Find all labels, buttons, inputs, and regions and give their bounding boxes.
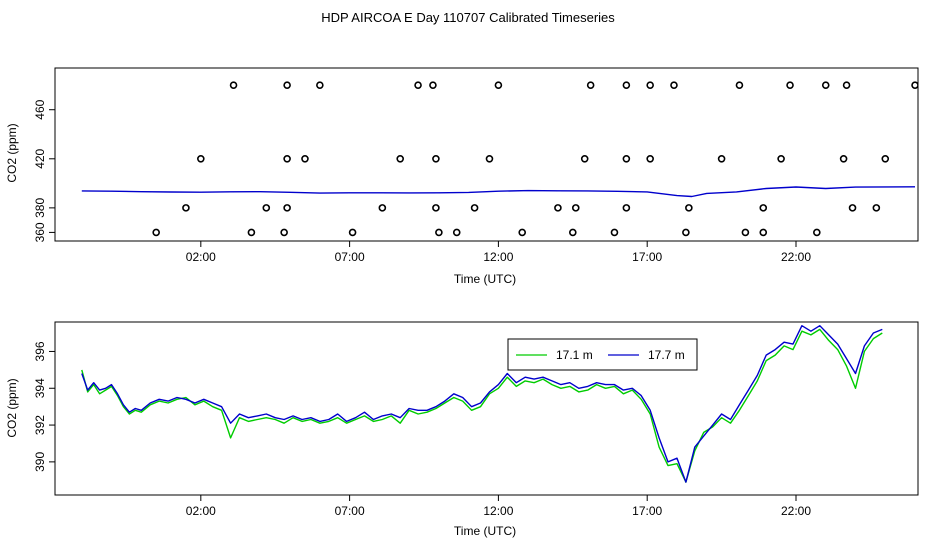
data-point [685, 204, 693, 212]
data-point [518, 228, 527, 237]
top-plot-frame [54, 67, 919, 242]
bottom-x-ticks: 02:00 07:00 12:00 17:00 22:00 [186, 495, 811, 518]
data-point [848, 204, 857, 212]
data-point [429, 81, 437, 89]
data-point [283, 154, 291, 163]
top-panel: Time (UTC) CO2 (ppm) 02:00 07:00 12:00 17:0… [5, 67, 919, 286]
data-point [622, 81, 631, 89]
data-point [247, 228, 256, 237]
data-point [432, 204, 440, 212]
top-y-ticks: 360 380 420 460 [33, 99, 55, 242]
data-point [881, 154, 890, 163]
data-point [622, 154, 631, 163]
data-point [283, 81, 291, 89]
data-point [554, 204, 562, 212]
bottom-panel: Time (UTC) CO2 (ppm) 02:00 07:00 12:00 17:0… [5, 321, 919, 538]
data-point [452, 228, 461, 237]
bottom-y-axis-title: CO2 (ppm) [5, 378, 19, 437]
data-point [786, 81, 794, 89]
bottom-marks [81, 325, 883, 483]
y-tick-label: 396 [33, 341, 47, 361]
data-point [414, 81, 422, 89]
data-point [378, 204, 387, 212]
data-point [759, 204, 768, 212]
y-tick-label: 390 [33, 452, 47, 472]
y-tick-label: 394 [33, 378, 47, 398]
data-point [911, 81, 918, 89]
x-tick-label: 02:00 [186, 250, 216, 264]
series-line [81, 186, 916, 198]
data-point [470, 204, 479, 212]
x-tick-label: 17:00 [632, 250, 662, 264]
data-point [813, 228, 821, 237]
data-point [571, 204, 580, 212]
data-point [670, 81, 678, 89]
bottom-plot-frame [54, 321, 919, 496]
data-point [646, 81, 654, 89]
bottom-y-ticks: 390 392 394 396 [33, 341, 55, 472]
data-point [741, 228, 750, 237]
bottom-x-axis-title: Time (UTC) [454, 524, 516, 538]
data-point [348, 228, 357, 237]
data-point [839, 154, 848, 163]
data-point [152, 228, 160, 237]
data-point [229, 81, 238, 89]
data-point [842, 81, 851, 89]
x-tick-label: 02:00 [186, 504, 216, 518]
data-point [586, 81, 595, 89]
x-tick-label: 22:00 [781, 504, 811, 518]
x-tick-label: 12:00 [483, 250, 513, 264]
y-tick-label: 420 [33, 148, 47, 168]
data-point [682, 228, 690, 237]
data-point [622, 204, 631, 212]
x-tick-label: 07:00 [335, 250, 365, 264]
legend-label-17-1m: 17.1 m [556, 348, 593, 362]
data-point [435, 228, 443, 237]
data-point [494, 81, 503, 89]
x-tick-label: 12:00 [483, 504, 513, 518]
data-point [759, 228, 768, 237]
data-point [735, 81, 744, 89]
data-point [262, 204, 271, 212]
data-point [777, 154, 785, 163]
top-y-axis-title: CO2 (ppm) [5, 123, 19, 182]
data-point [485, 154, 494, 163]
data-point [646, 154, 654, 163]
chart-title: HDP AIRCOA E Day 110707 Calibrated Times… [321, 10, 615, 25]
y-tick-label: 392 [33, 415, 47, 435]
top-x-ticks: 02:00 07:00 12:00 17:00 22:00 [186, 241, 811, 264]
data-point [717, 154, 726, 163]
data-point [610, 228, 619, 237]
series-line-17-7-m [81, 325, 883, 483]
legend: 17.1 m 17.7 m [507, 338, 698, 371]
data-point [197, 154, 205, 163]
y-tick-label: 360 [33, 222, 47, 242]
data-point [580, 154, 589, 163]
data-point [316, 81, 324, 89]
x-tick-label: 07:00 [335, 504, 365, 518]
y-tick-label: 460 [33, 99, 47, 119]
legend-label-17-7m: 17.7 m [648, 348, 685, 362]
data-point [182, 204, 190, 212]
top-marks [81, 81, 918, 237]
data-point [872, 204, 881, 212]
data-point [283, 204, 291, 212]
data-point [432, 154, 440, 163]
data-point [396, 154, 405, 163]
data-point [568, 228, 577, 237]
y-tick-label: 380 [33, 198, 47, 218]
x-tick-label: 22:00 [781, 250, 811, 264]
data-point [301, 154, 309, 163]
x-tick-label: 17:00 [632, 504, 662, 518]
data-point [280, 228, 288, 237]
data-point [821, 81, 830, 89]
top-x-axis-title: Time (UTC) [454, 272, 516, 286]
